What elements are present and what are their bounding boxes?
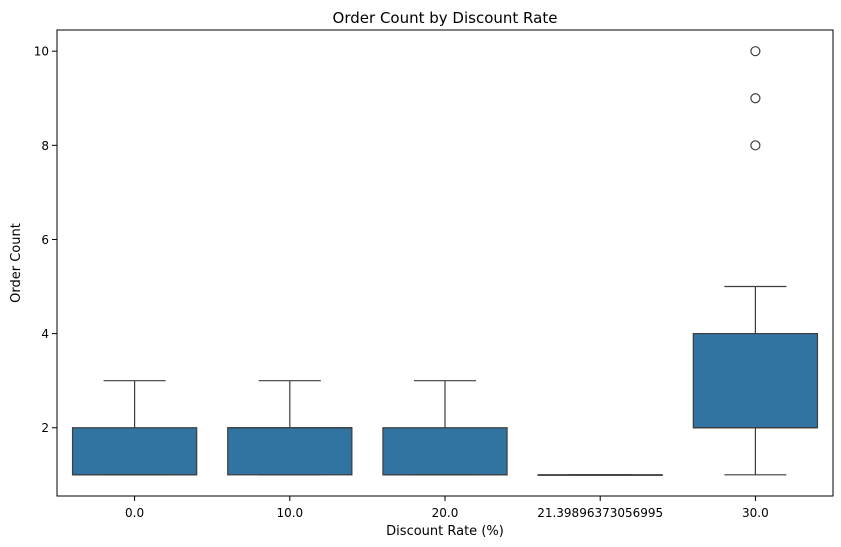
chart-title: Order Count by Discount Rate: [333, 9, 558, 27]
outlier-point: [750, 46, 761, 57]
box-2: [382, 427, 508, 476]
y-axis-label: Order Count: [9, 223, 24, 303]
chart-marks: 2 4 6 8 10 0.0 10.0 20.0 21.39896373056995 30.0: [34, 45, 819, 520]
x-tick-label: 0.0: [125, 506, 144, 520]
outlier-point: [750, 140, 761, 151]
outlier-point: [750, 93, 761, 104]
x-tick-label: 30.0: [742, 506, 769, 520]
y-tick-label: 10: [34, 45, 49, 59]
y-tick-label: 4: [41, 327, 49, 341]
x-tick-label: 10.0: [276, 506, 303, 520]
y-tick-label: 2: [41, 421, 49, 435]
y-tick-label: 6: [41, 233, 49, 247]
x-tick-label: 21.39896373056995: [537, 506, 663, 520]
box-4: [692, 333, 819, 429]
y-tick-label: 8: [41, 139, 49, 153]
x-tick-label: 20.0: [432, 506, 459, 520]
box-1: [227, 427, 353, 476]
box-0: [71, 427, 198, 476]
x-axis-label: Discount Rate (%): [386, 524, 504, 539]
